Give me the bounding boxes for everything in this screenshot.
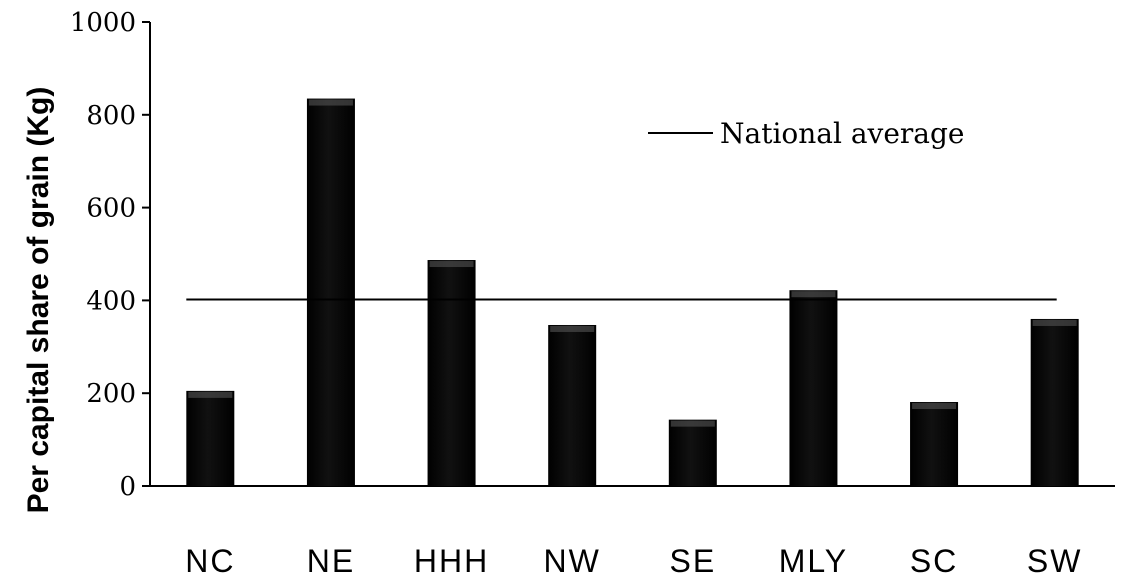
bar-ne [306, 98, 355, 486]
bar-nw [548, 324, 597, 486]
y-tick-label: 1000 [70, 8, 136, 38]
bar-sc [910, 402, 959, 486]
x-ticks: NC NE HHH NW SE MLY SC SW [185, 543, 1083, 579]
bar-cap-sw [1032, 319, 1077, 326]
x-tick-label: NC [185, 543, 235, 579]
x-tick-label: SE [669, 543, 716, 579]
y-tick-label: 400 [86, 286, 136, 316]
bar-cap-hhh [429, 261, 474, 268]
bars [186, 98, 1079, 486]
y-tick-label: 200 [86, 379, 136, 409]
y-ticks: 0 200 400 600 800 1000 [70, 8, 150, 502]
x-tick-label: SC [910, 543, 958, 579]
legend: National average [648, 117, 965, 150]
y-tick-label: 800 [86, 101, 136, 131]
bar-cap-se [670, 420, 715, 427]
y-axis-label: Per capital share of grain (Kg) [22, 87, 55, 514]
x-tick-label: MLY [779, 543, 848, 579]
bar-cap-mly [791, 291, 836, 298]
x-tick-label: NW [544, 543, 601, 579]
bar-cap-nw [550, 325, 595, 332]
y-tick-label: 0 [119, 472, 136, 502]
bar-mly [789, 290, 838, 486]
x-tick-label: SW [1027, 543, 1083, 579]
bar-cap-sc [912, 403, 957, 410]
x-tick-label: HHH [414, 543, 489, 579]
legend-label: National average [720, 117, 965, 150]
bar-cap-ne [308, 99, 353, 106]
bar-sw [1030, 318, 1079, 486]
bar-hhh [427, 260, 476, 486]
y-tick-label: 600 [86, 194, 136, 224]
bar-se [668, 419, 717, 486]
bar-cap-nc [188, 391, 233, 398]
x-tick-label: NE [307, 543, 355, 579]
bar-nc [186, 390, 235, 486]
